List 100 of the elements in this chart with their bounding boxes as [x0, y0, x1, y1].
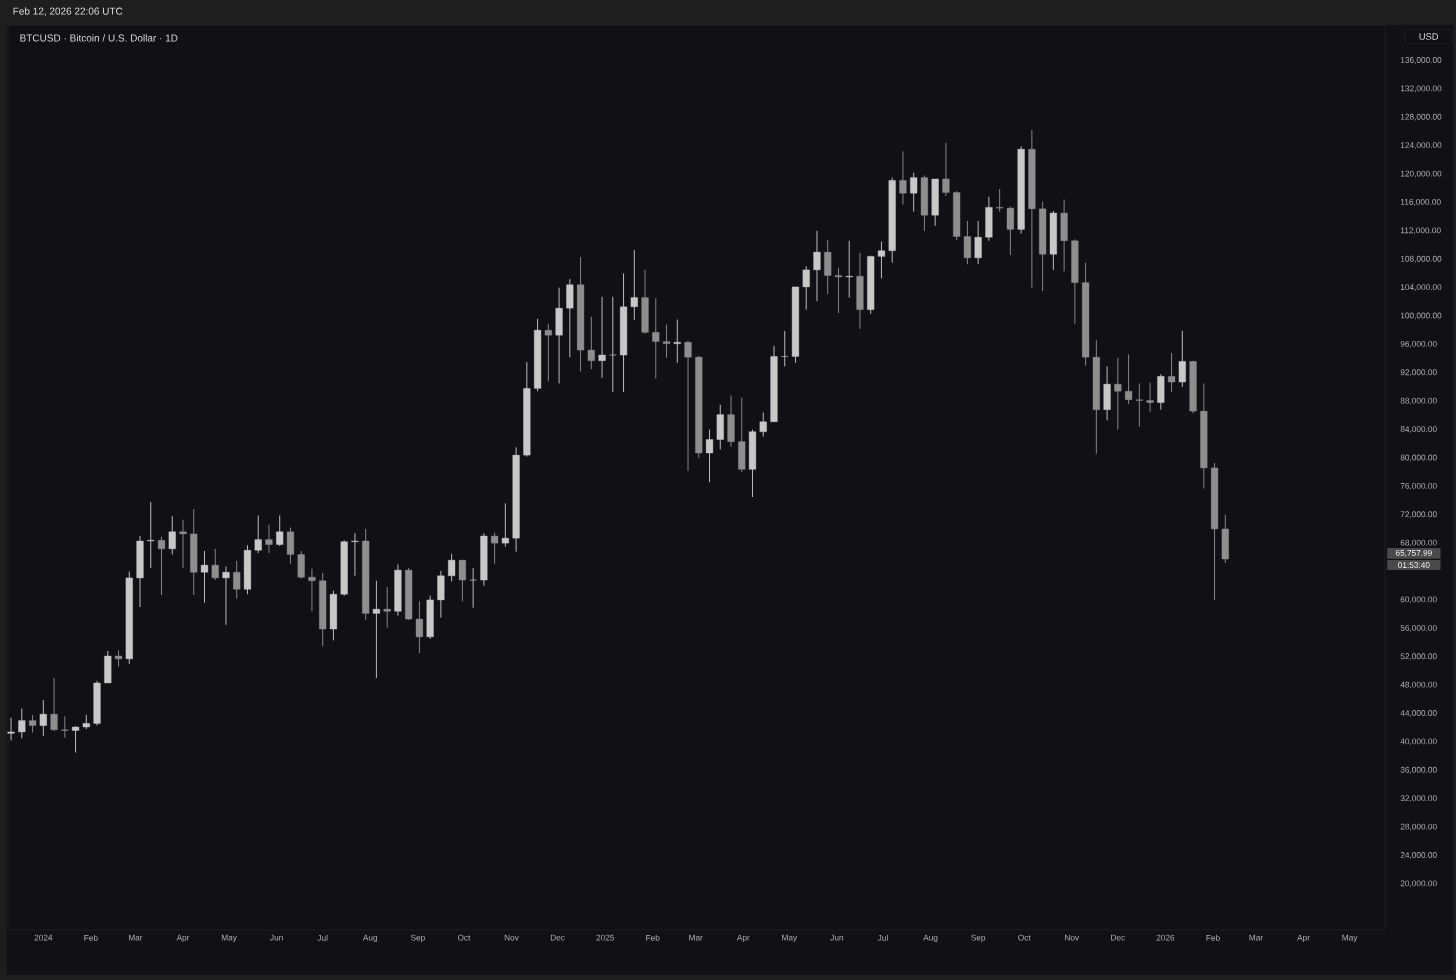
- y-tick-label: 32,000.00: [1400, 795, 1437, 803]
- candlestick: [845, 240, 853, 299]
- candlestick: [566, 278, 574, 358]
- candlestick: [942, 142, 950, 197]
- candlestick: [609, 296, 617, 393]
- candlestick: [7, 717, 15, 741]
- x-tick-label: Jun: [830, 934, 844, 941]
- y-tick-label: 76,000.00: [1400, 482, 1437, 490]
- candlestick: [1114, 357, 1122, 431]
- y-tick-label: 48,000.00: [1400, 681, 1437, 689]
- candlestick: [276, 514, 284, 547]
- candlestick: [1167, 352, 1176, 393]
- candlestick: [458, 559, 466, 602]
- y-tick-label: 52,000.00: [1400, 653, 1437, 661]
- y-tick-label: 96,000.00: [1400, 340, 1437, 348]
- candlestick: [286, 527, 295, 565]
- candlestick: [179, 519, 187, 569]
- candlestick: [265, 524, 273, 554]
- text: 01:53:40: [1398, 562, 1430, 568]
- candlestick: [974, 220, 982, 265]
- x-tick-label: 2024: [34, 934, 53, 941]
- x-tick-label: May: [782, 934, 798, 943]
- y-tick-label: 60,000.00: [1400, 596, 1437, 604]
- candlestick: [996, 188, 1004, 213]
- y-tick-label: 108,000.00: [1400, 255, 1442, 263]
- candlestick: [781, 330, 789, 367]
- text: 65,757.99: [1395, 549, 1432, 557]
- candlestick: [254, 514, 262, 554]
- x-tick-label: Mar: [128, 934, 143, 941]
- candlestick: [50, 677, 58, 732]
- y-tick-label: 72,000.00: [1400, 511, 1437, 519]
- x-tick-label: Sep: [971, 934, 986, 943]
- candlestick: [802, 265, 810, 311]
- candlestick: [469, 567, 477, 609]
- candlestick: [598, 296, 606, 379]
- y-tick-label: 104,000.00: [1400, 284, 1442, 292]
- y-tick-label: 24,000.00: [1400, 852, 1437, 859]
- candlestick: [351, 532, 359, 577]
- x-tick-label: May: [1342, 934, 1358, 943]
- x-tick-label: Apr: [736, 934, 750, 943]
- candlestick: [383, 586, 391, 629]
- candlestick: [233, 560, 241, 599]
- text: Feb 12, 2026 22:06 UTC: [13, 7, 123, 16]
- y-tick-label: 120,000.00: [1400, 170, 1442, 178]
- candlestick: [963, 220, 971, 265]
- x-tick-label: Nov: [504, 934, 519, 941]
- candlestick: [1135, 382, 1143, 428]
- candlestick: [587, 316, 595, 370]
- candlestick: [1178, 330, 1186, 388]
- y-tick-label: 116,000.00: [1400, 199, 1441, 206]
- x-tick-label: May: [221, 934, 237, 943]
- y-tick-label: 36,000.00: [1400, 766, 1437, 774]
- x-tick-label: Aug: [362, 934, 378, 943]
- candlestick: [18, 708, 26, 739]
- candlestick: [910, 172, 918, 213]
- x-tick-label: Jul: [317, 934, 328, 941]
- candlestick: [308, 568, 316, 612]
- x-tick-label: Oct: [457, 934, 471, 941]
- x-tick-label: Mar: [689, 934, 703, 941]
- y-tick-label: 88,000.00: [1400, 397, 1437, 405]
- candlestick: [705, 429, 714, 483]
- y-tick-label: 92,000.00: [1400, 369, 1437, 377]
- candlestick: [673, 319, 681, 364]
- candlestick: [1006, 206, 1014, 256]
- y-tick-label: 112,000.00: [1400, 227, 1441, 235]
- candlestick: [211, 548, 219, 581]
- candlestick: [501, 502, 509, 548]
- candlestick: [147, 501, 155, 569]
- x-tick-label: Apr: [176, 934, 190, 943]
- x-tick-label: Dec: [550, 934, 565, 941]
- x-tick-label: Sep: [410, 934, 425, 943]
- y-tick-label: 68,000.00: [1400, 539, 1437, 547]
- x-tick-label: Oct: [1018, 934, 1031, 941]
- candlestick: [899, 150, 907, 206]
- x-tick-label: Mar: [1249, 934, 1263, 941]
- candlestick: [759, 412, 767, 438]
- candlestick: [372, 580, 380, 679]
- y-tick-label: 84,000.00: [1400, 426, 1437, 433]
- x-tick-label: Jun: [270, 934, 283, 941]
- candlestick: [877, 241, 886, 279]
- y-tick-label: 124,000.00: [1400, 142, 1442, 150]
- y-tick-label: 132,000.00: [1400, 85, 1442, 93]
- x-tick-label: 2025: [596, 934, 614, 941]
- y-tick-label: 40,000.00: [1400, 738, 1437, 746]
- candlestick: [662, 324, 671, 359]
- candlestick: [200, 550, 209, 604]
- candlestick: [157, 536, 166, 596]
- candlestick: [61, 715, 69, 739]
- y-tick-label: 80,000.00: [1400, 454, 1437, 462]
- candlestick: [824, 239, 832, 295]
- x-tick-label: Aug: [923, 934, 938, 943]
- candlestick: [1125, 353, 1133, 405]
- y-tick-label: 128,000.00: [1400, 113, 1442, 121]
- y-tick-label: 136,000.00: [1400, 57, 1442, 64]
- candlestick: [415, 600, 423, 654]
- y-axis-title: USD: [1419, 33, 1439, 40]
- x-tick-label: Jul: [877, 934, 888, 941]
- candlestick: [448, 553, 456, 582]
- candlestick: [71, 725, 80, 753]
- y-tick-label: 56,000.00: [1400, 624, 1437, 632]
